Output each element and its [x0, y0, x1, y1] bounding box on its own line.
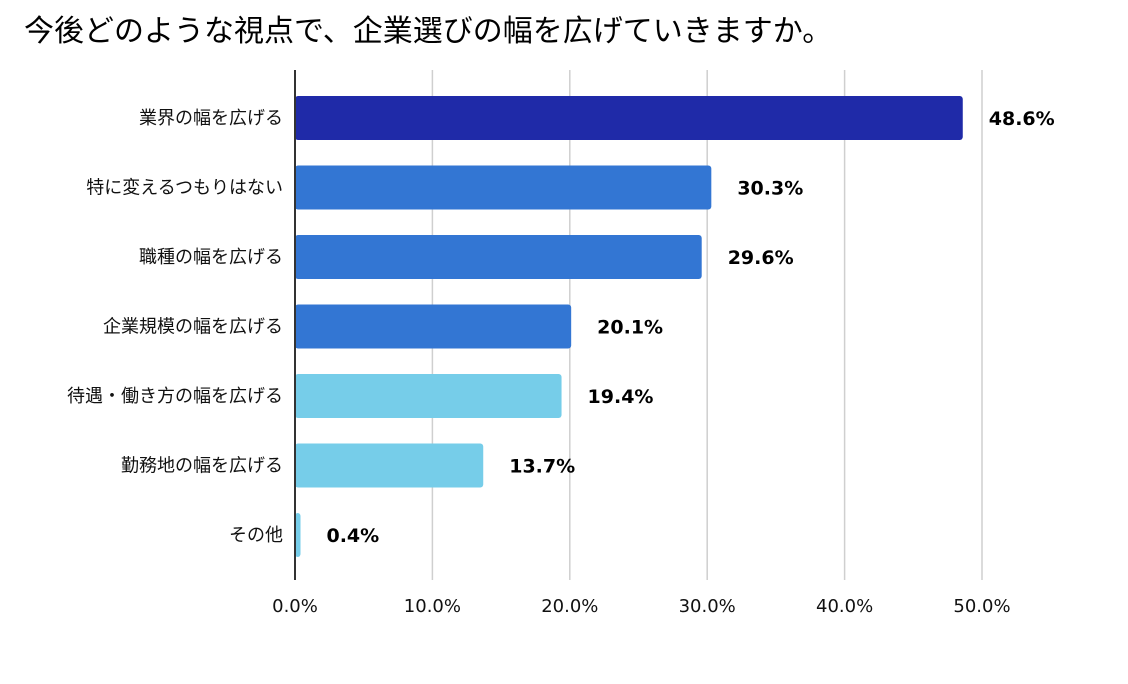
x-tick-label-4: 40.0%: [816, 596, 873, 617]
x-tick-label-1: 10.0%: [404, 596, 461, 617]
bars: [295, 96, 963, 557]
data-label-2: 29.6%: [728, 247, 794, 269]
chart-title: 今後どのような視点で、企業選びの幅を広げていきますか。: [24, 14, 833, 49]
category-label-3: 企業規模の幅を広げる: [103, 317, 283, 338]
category-label-0: 業界の幅を広げる: [139, 108, 283, 129]
category-label-6: その他: [229, 525, 283, 546]
category-label-1: 特に変えるつもりはない: [86, 178, 283, 199]
data-label-4: 19.4%: [588, 386, 654, 408]
bar-0: [295, 96, 963, 140]
bar-5: [295, 443, 484, 488]
data-label-3: 20.1%: [597, 317, 663, 339]
data-label-1: 30.3%: [737, 178, 803, 200]
category-label-5: 勤務地の幅を広げる: [121, 456, 283, 477]
bar-4: [295, 374, 562, 418]
data-label-6: 0.4%: [326, 525, 379, 547]
bar-2: [295, 235, 702, 279]
data-label-0: 48.6%: [989, 108, 1055, 130]
x-tick-label-3: 30.0%: [679, 596, 736, 617]
labels: 0.0% 10.0% 20.0% 30.0% 40.0% 50.0% 業界の幅を広げる 48.…: [67, 108, 1055, 617]
bar-6: [295, 513, 301, 557]
category-label-4: 待遇・働き方の幅を広げる: [67, 386, 283, 407]
bar-3: [295, 304, 572, 349]
x-tick-label-2: 20.0%: [541, 596, 598, 617]
x-tick-label-5: 50.0%: [953, 596, 1010, 617]
x-tick-label-0: 0.0%: [272, 596, 318, 617]
bar-1: [295, 165, 712, 210]
category-label-2: 職種の幅を広げる: [139, 247, 283, 268]
data-label-5: 13.7%: [509, 456, 575, 478]
